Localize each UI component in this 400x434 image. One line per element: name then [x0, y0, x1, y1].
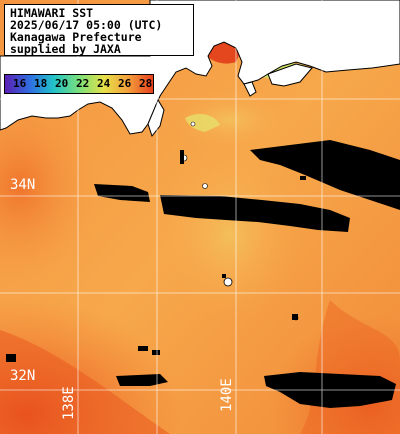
region-name: Kanagawa Prefecture — [10, 30, 142, 44]
legend-label-24: 24 — [97, 77, 111, 90]
warm-streak-south — [0, 330, 170, 434]
cool-band-bay — [185, 114, 220, 132]
legend-label-26: 26 — [118, 77, 132, 90]
lat-label-32n: 32N — [10, 368, 36, 384]
island-miyake — [223, 277, 233, 287]
cloud-band-north — [250, 140, 400, 210]
product-title: HIMAWARI SST — [10, 6, 94, 20]
legend-label-22: 22 — [76, 77, 90, 90]
lon-label-140e: 140E — [219, 378, 235, 412]
land-boso — [267, 63, 313, 87]
cloud-speck-2 — [152, 350, 160, 355]
cloud-band-west — [94, 184, 150, 202]
legend-label-16: 16 — [13, 77, 27, 90]
cloud-speck-3 — [6, 354, 16, 362]
legend-label-28: 28 — [139, 77, 153, 90]
land-honshu — [0, 0, 400, 135]
data-credit: supplied by JAXA — [10, 42, 121, 56]
info-box: HIMAWARI SST 2025/06/17 05:00 (UTC) Kana… — [4, 4, 194, 56]
cloud-patch-southwest — [116, 374, 168, 386]
island-niijima — [202, 183, 208, 189]
land-izu-tip — [147, 98, 165, 138]
land-miura — [243, 81, 257, 97]
legend-label-18: 18 — [34, 77, 48, 90]
cool-water-north — [170, 90, 290, 150]
temperature-legend: 16 18 20 22 24 26 28 — [4, 74, 154, 94]
island-toshima — [190, 121, 196, 127]
observation-time: 2025/06/17 05:00 (UTC) — [10, 18, 163, 32]
cloud-speck-4 — [292, 314, 298, 320]
cloud-speck-6 — [300, 176, 306, 180]
cloud-speck-1 — [138, 346, 148, 351]
cloud-speck-7 — [222, 274, 226, 278]
cool-water-center — [160, 150, 300, 320]
cloud-speck-5 — [180, 150, 184, 164]
lat-label-34n: 34N — [10, 177, 36, 193]
lon-label-138e: 138E — [61, 386, 77, 420]
cloud-band-main — [160, 195, 350, 232]
legend-label-20: 20 — [55, 77, 69, 90]
